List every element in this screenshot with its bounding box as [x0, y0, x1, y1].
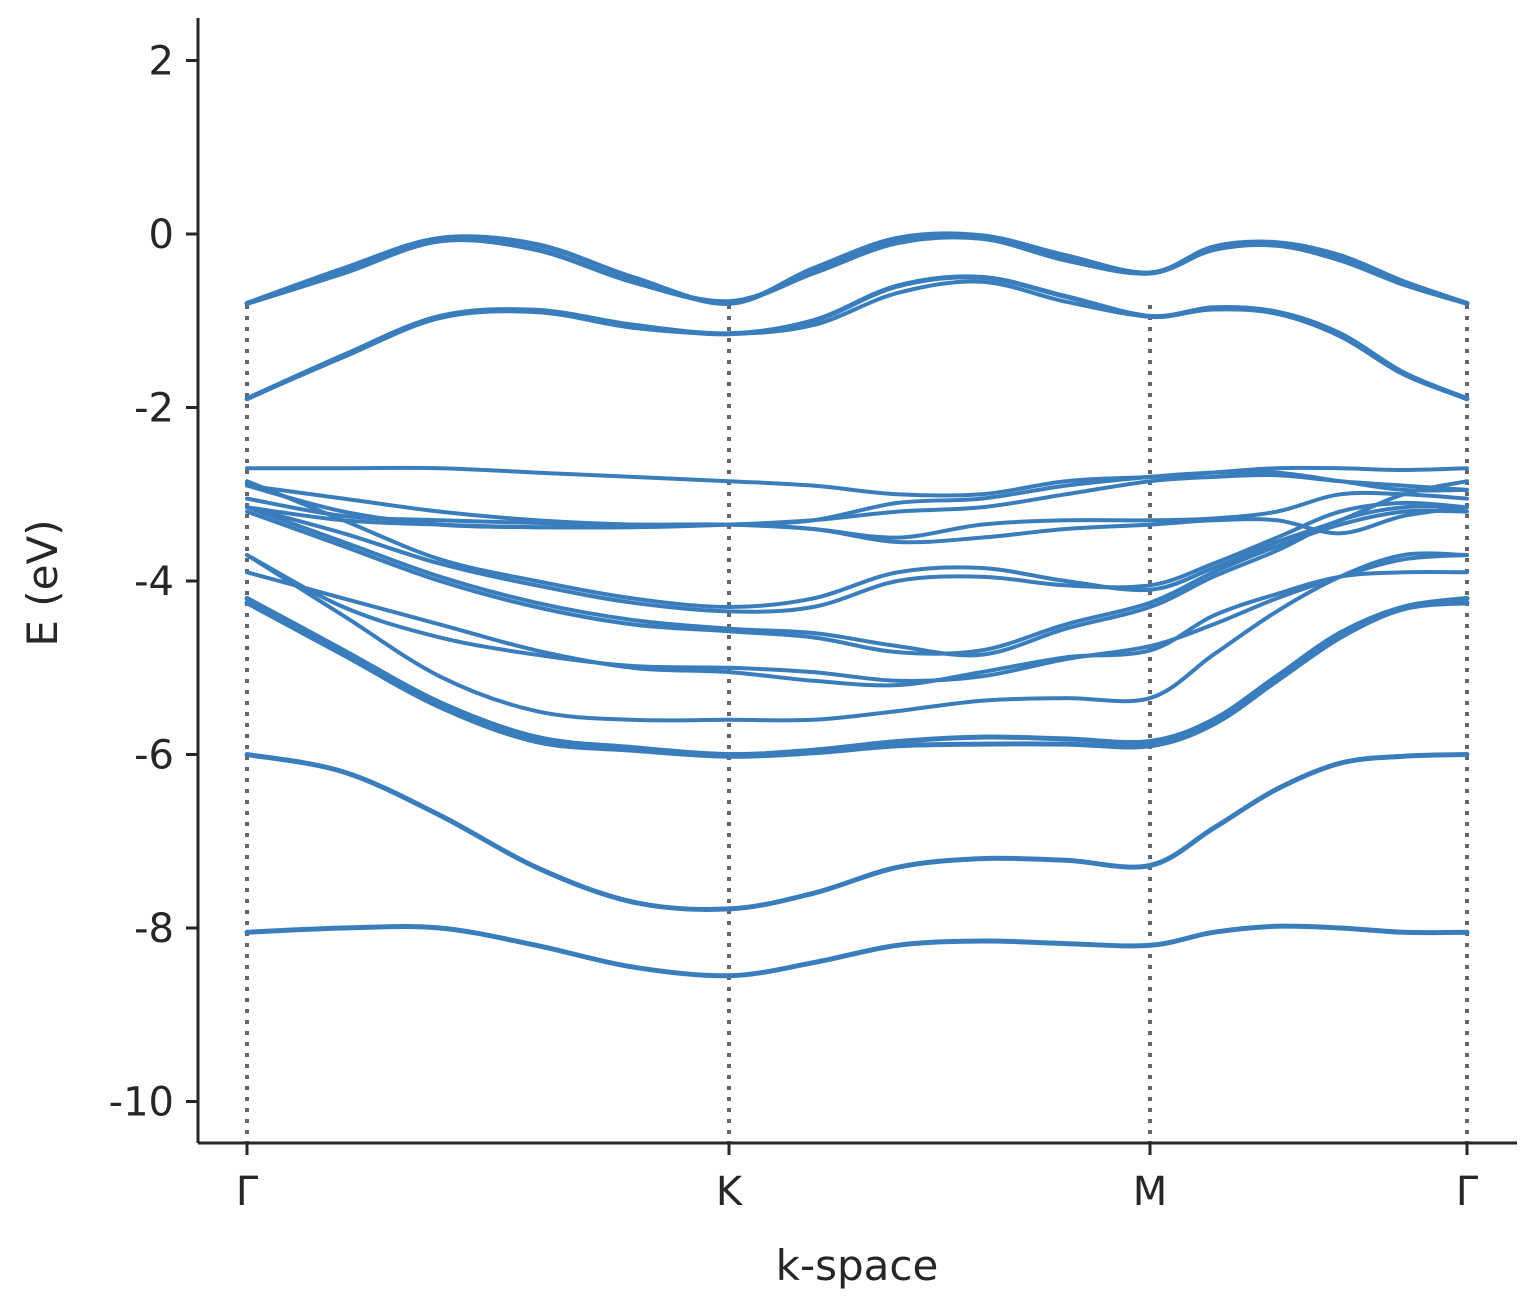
band-line	[245, 553, 1469, 683]
band-line	[244, 234, 1470, 306]
x-tick-label: M	[1133, 1169, 1168, 1215]
y-tick-label: 0	[149, 212, 174, 258]
y-tick-label: -6	[134, 733, 174, 779]
band-line	[244, 595, 1470, 758]
band-line	[245, 508, 1469, 656]
band-line	[244, 231, 1470, 306]
high-symmetry-lines	[245, 305, 1469, 1143]
band-line	[245, 479, 1469, 609]
x-axis-label: k-space	[776, 1241, 939, 1290]
band-line	[245, 505, 1469, 545]
y-axis-label: E (eV)	[18, 519, 67, 646]
x-tick-label: Γ	[1456, 1169, 1479, 1215]
band-line	[245, 551, 1469, 723]
y-tick-label: -8	[134, 906, 174, 952]
y-tick-label: -10	[109, 1080, 174, 1126]
y-tick-label: -4	[134, 559, 174, 605]
y-tick-label: -2	[134, 386, 174, 432]
x-tick-label: Γ	[236, 1169, 259, 1215]
y-tick-label: 2	[149, 39, 174, 85]
band-line	[245, 279, 1469, 401]
band-line	[244, 923, 1470, 979]
band-lines	[244, 231, 1470, 979]
band-line	[244, 600, 1470, 759]
band-line	[245, 469, 1469, 528]
band-line	[245, 490, 1469, 540]
band-line	[244, 752, 1470, 912]
band-line	[245, 569, 1469, 688]
y-ticks: 2 0 -2 -4 -6 -8 -10	[109, 39, 198, 1126]
band-line	[245, 504, 1469, 658]
band-line	[244, 274, 1470, 402]
band-line	[245, 500, 1469, 614]
x-tick-label: K	[716, 1169, 744, 1215]
band-line	[245, 465, 1469, 498]
